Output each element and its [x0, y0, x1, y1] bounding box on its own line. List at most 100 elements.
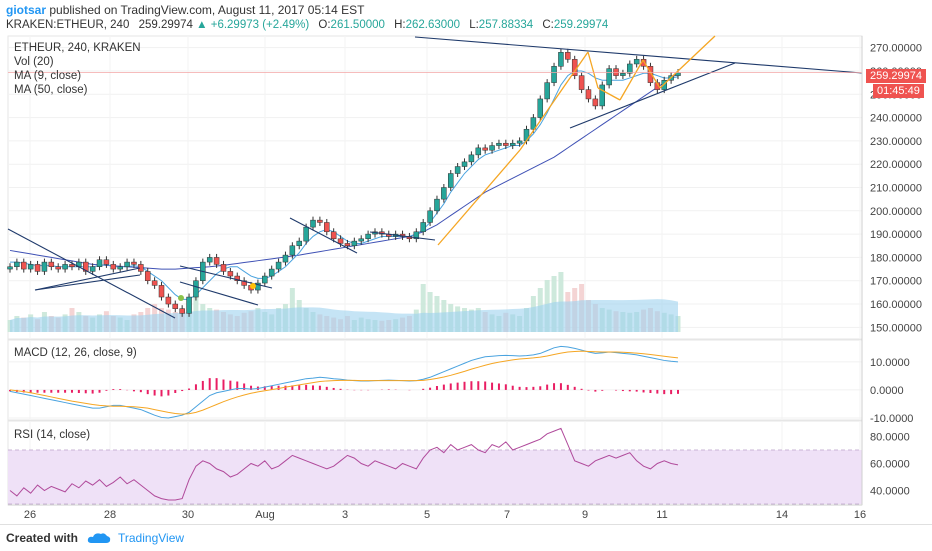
resistance-line [414, 36, 863, 74]
countdown-tag: 01:45:49 [873, 84, 924, 98]
candle-body [592, 98, 599, 107]
candle-body [344, 243, 351, 247]
footer: Created with TradingView [0, 524, 932, 551]
price-tick-label: 200.00000 [870, 206, 922, 218]
candle-body [317, 219, 323, 223]
flag-top-line [34, 267, 141, 291]
candle-body [489, 145, 495, 151]
candle-body [475, 147, 482, 156]
candle-body [234, 275, 241, 281]
candle-body [496, 142, 502, 146]
candle-body [83, 261, 89, 272]
volume-bar [420, 284, 426, 332]
time-tick-label: 11 [656, 509, 667, 521]
price-tick-label: 180.00000 [870, 252, 922, 264]
candle-body [413, 231, 420, 240]
candle-body [48, 261, 55, 267]
symbol-label: KRAKEN:ETHEUR, 240 [6, 19, 130, 31]
candle-body [110, 264, 117, 270]
candle-body [503, 142, 509, 146]
volume-ma-area [10, 299, 678, 332]
candle-body [558, 52, 564, 67]
rsi-tick-label: 60.0000 [870, 459, 910, 471]
candle-body [427, 210, 433, 223]
rsi-tick-label: 40.0000 [870, 486, 910, 498]
legend-rsi: RSI (14, close) [14, 429, 91, 441]
candle-body [296, 240, 302, 247]
open-value: 261.50000 [330, 19, 385, 31]
candle-body [509, 142, 516, 146]
candle-body [193, 280, 199, 298]
time-tick-label: 28 [104, 509, 116, 521]
time-tick-label: 26 [24, 509, 36, 521]
candle-body [420, 222, 426, 233]
time-tick-label: 30 [182, 509, 194, 521]
signal-line [9, 350, 679, 415]
candle-body [27, 264, 34, 270]
candle-body [337, 238, 344, 244]
candle-body [165, 296, 172, 305]
rsi-band [8, 450, 862, 504]
candle-body [41, 261, 48, 272]
candle-body [647, 66, 654, 83]
orange-swing-2 [597, 87, 621, 101]
price-tick-label: 170.00000 [870, 276, 922, 288]
time-tick-label: Aug [255, 509, 275, 521]
candle-body [289, 245, 296, 256]
candle-body [124, 261, 130, 267]
signal-dot [178, 295, 184, 301]
candle-body [34, 264, 41, 272]
time-tick-label: 16 [854, 509, 866, 521]
candle-body [117, 266, 123, 270]
candle-body [351, 240, 358, 247]
candle-body [365, 233, 371, 240]
candle-body [227, 271, 234, 277]
candle-body [324, 222, 330, 233]
candle-body [434, 198, 440, 212]
candle-body [103, 259, 110, 265]
price-tick-label: 220.00000 [870, 159, 922, 171]
price-tick-label: 190.00000 [870, 229, 922, 241]
legend-ma50: MA (50, close) [14, 84, 88, 96]
candle-body [578, 75, 585, 90]
price-tick-label: 230.00000 [870, 136, 922, 148]
candle-body [220, 264, 227, 272]
orange-breakout [659, 35, 716, 89]
candle-body [565, 52, 571, 60]
candle-body [144, 271, 151, 281]
candle-body [613, 68, 619, 76]
trendline-down-left [7, 228, 176, 319]
candle-body [454, 166, 461, 174]
candle-body [21, 261, 27, 270]
candle-body [482, 147, 488, 151]
close-label: C: [542, 19, 554, 31]
candle-body [268, 268, 275, 277]
candle-body [633, 59, 640, 65]
candle-body [599, 84, 605, 107]
time-tick-label: 9 [582, 509, 588, 521]
candle-body [585, 89, 592, 100]
low-label: L: [469, 19, 479, 31]
legend-macd: MACD (12, 26, close, 9) [14, 347, 137, 359]
legend-symbol: ETHEUR, 240, KRAKEN [14, 42, 141, 54]
candle-body [186, 296, 192, 314]
flag-bottom-line [34, 274, 141, 291]
candle-body [179, 308, 185, 314]
candle-body [530, 117, 537, 130]
change-up-icon: ▲ [196, 19, 208, 31]
ohlc-bar: KRAKEN:ETHEUR, 240 259.29974 ▲ +6.29973 … [6, 19, 608, 31]
candle-body [537, 98, 544, 118]
candle-body [241, 280, 247, 286]
rsi-line [9, 427, 679, 501]
candle-body [262, 275, 268, 284]
candle-body [206, 257, 213, 263]
price-tick-label: 270.00000 [870, 43, 922, 55]
macd-line [9, 345, 679, 419]
candle-body [55, 266, 61, 270]
publish-info: giotsar published on TradingView.com, Au… [6, 3, 364, 17]
author-name[interactable]: giotsar [6, 3, 47, 17]
candle-body [89, 266, 96, 272]
pennant-top-line [179, 265, 273, 289]
tradingview-brand-link[interactable]: TradingView [118, 531, 185, 545]
